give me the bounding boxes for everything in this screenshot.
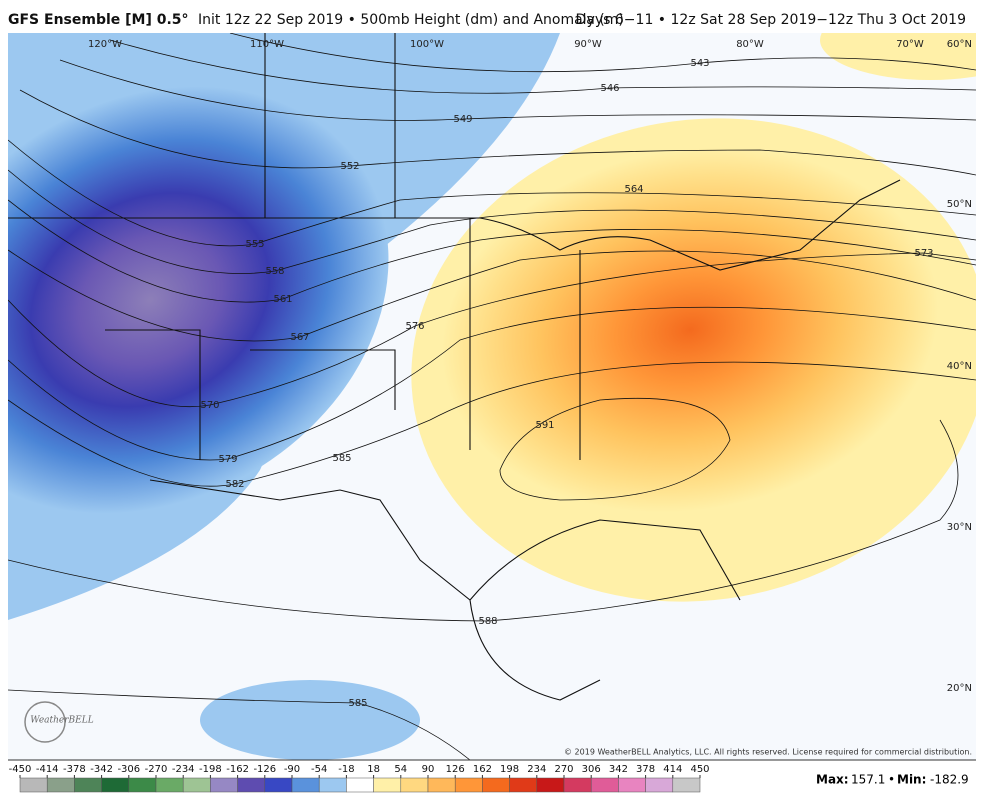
colorbar-tick-label: -450 [9,764,32,775]
colorbar-segment [264,777,293,793]
colorbar-tick-label: 270 [554,764,573,775]
colorbar-segment [155,777,184,793]
max-value: 157.1 [851,773,885,787]
colorbar-segment [454,777,483,793]
contour-label: 558 [265,266,284,277]
colorbar-tick-label: 414 [663,764,682,775]
colorbar-segment [128,777,157,793]
colorbar-tick-label: 198 [500,764,519,775]
longitude-label: 80°W [736,39,764,50]
colorbar-segment [509,777,538,793]
longitude-label: 70°W [896,39,924,50]
valid-time: Days 6−11 • 12z Sat 28 Sep 2019−12z Thu … [576,12,966,28]
colorbar-segment [482,777,510,793]
colorbar-segment [563,777,592,793]
colorbar-segment [291,777,320,793]
colorbar-segment [237,777,266,793]
subtitle: Init 12z 22 Sep 2019 • 500mb Height (dm)… [198,12,624,28]
colorbar-segment [346,777,374,793]
colorbar-tick-label: -54 [311,764,327,775]
latitude-label: 40°N [947,361,972,372]
colorbar-segment [46,777,75,793]
longitude-label: 100°W [410,39,444,50]
contour-label: 561 [273,294,292,305]
colorbar-tick-label: 234 [527,764,546,775]
colorbar-tick-label: 18 [367,764,380,775]
max-label: Max: [816,773,849,787]
contour-label: 567 [290,332,309,343]
contour-label: 573 [914,248,933,259]
colorbar-segment [427,777,456,793]
contour-label: 552 [340,161,359,172]
longitude-label: 90°W [574,39,602,50]
colorbar-tick-label: 306 [582,764,601,775]
colorbar-segment [182,777,211,793]
separator: • [888,773,895,787]
contour-label: 585 [332,453,351,464]
contour-label: 543 [690,58,709,69]
longitude-label: 110°W [250,39,284,50]
logo-mark [24,701,66,743]
colorbar-segment [373,777,402,793]
copyright: © 2019 WeatherBELL Analytics, LLC. All r… [564,748,972,757]
contour-label: 549 [453,114,472,125]
colorbar-tick-label: 378 [636,764,655,775]
longitude-label: 120°W [88,39,122,50]
colorbar-segment [101,777,130,793]
colorbar-tick-label: -414 [36,764,59,775]
contour-label: 576 [405,321,424,332]
colorbar-tick-label: 54 [394,764,407,775]
contour-label: 564 [624,184,643,195]
colorbar-tick-label: -306 [117,764,140,775]
colorbar-tick-label: -126 [253,764,276,775]
title: GFS Ensemble [M] 0.5° [8,12,189,28]
colorbar-segment [210,777,238,793]
colorbar: -450 -414 -378 -342 -306 -270 -234 -198 -162 -126… [9,764,710,793]
contour-label: 555 [245,239,264,250]
colorbar-segment [400,777,429,793]
contour-label: 585 [348,698,367,709]
colorbar-tick-label: 450 [690,764,709,775]
colorbar-segment [645,777,674,793]
colorbar-tick-label: -162 [226,764,249,775]
latitude-label: 50°N [947,199,972,210]
colorbar-tick-label: 162 [473,764,492,775]
map [8,33,976,760]
colorbar-tick-label: 90 [422,764,435,775]
logo: WeatherBELL [30,716,93,726]
contour-label: 588 [478,616,497,627]
colorbar-tick-label: -270 [145,764,168,775]
colorbar-tick-label: 342 [609,764,628,775]
contour-label: 546 [600,83,619,94]
colorbar-segment [19,777,48,793]
colorbar-tick-label: -18 [338,764,354,775]
latitude-label: 30°N [947,522,972,533]
contour-label: 591 [535,420,554,431]
min-value: -182.9 [930,773,969,787]
latitude-label: 20°N [947,683,972,694]
colorbar-segment [318,777,347,793]
colorbar-segment [672,777,701,793]
colorbar-tick-label: -234 [172,764,195,775]
colorbar-segment [590,777,619,793]
min-label: Min: [897,773,926,787]
colorbar-tick-label: -378 [63,764,86,775]
colorbar-tick-label: -90 [284,764,300,775]
contour-label: 579 [218,454,237,465]
colorbar-segment [618,777,646,793]
colorbar-tick-label: -198 [199,764,222,775]
colorbar-tick-label: 126 [446,764,465,775]
colorbar-segment [536,777,565,793]
contour-label: 582 [225,479,244,490]
contour-label: 570 [200,400,219,411]
latitude-label: 60°N [947,39,972,50]
colorbar-segment [74,777,102,793]
colorbar-tick-label: -342 [90,764,113,775]
contour-labels: 543 546 549 552 555 558 561 567 570 576 579 582 585 5… [200,58,933,709]
